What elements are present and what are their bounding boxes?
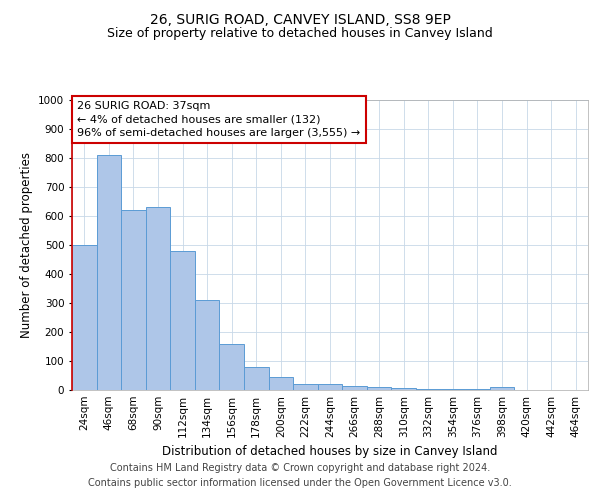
Bar [195, 300, 220, 390]
Bar [269, 377, 293, 390]
Bar [146, 208, 170, 390]
Bar [367, 387, 391, 390]
Bar [244, 367, 269, 390]
Bar [170, 251, 195, 390]
Bar [391, 388, 416, 390]
Bar [490, 387, 514, 390]
Bar [220, 344, 244, 390]
Text: 26 SURIG ROAD: 37sqm
← 4% of detached houses are smaller (132)
96% of semi-detac: 26 SURIG ROAD: 37sqm ← 4% of detached ho… [77, 102, 361, 138]
Bar [293, 384, 318, 390]
Y-axis label: Number of detached properties: Number of detached properties [20, 152, 32, 338]
Bar [97, 155, 121, 390]
Bar [72, 245, 97, 390]
Bar [342, 386, 367, 390]
X-axis label: Distribution of detached houses by size in Canvey Island: Distribution of detached houses by size … [162, 446, 498, 458]
Bar [416, 388, 440, 390]
Text: 26, SURIG ROAD, CANVEY ISLAND, SS8 9EP: 26, SURIG ROAD, CANVEY ISLAND, SS8 9EP [149, 12, 451, 26]
Bar [121, 210, 146, 390]
Text: Contains HM Land Registry data © Crown copyright and database right 2024.
Contai: Contains HM Land Registry data © Crown c… [88, 462, 512, 487]
Bar [318, 384, 342, 390]
Text: Size of property relative to detached houses in Canvey Island: Size of property relative to detached ho… [107, 28, 493, 40]
Bar [440, 389, 465, 390]
